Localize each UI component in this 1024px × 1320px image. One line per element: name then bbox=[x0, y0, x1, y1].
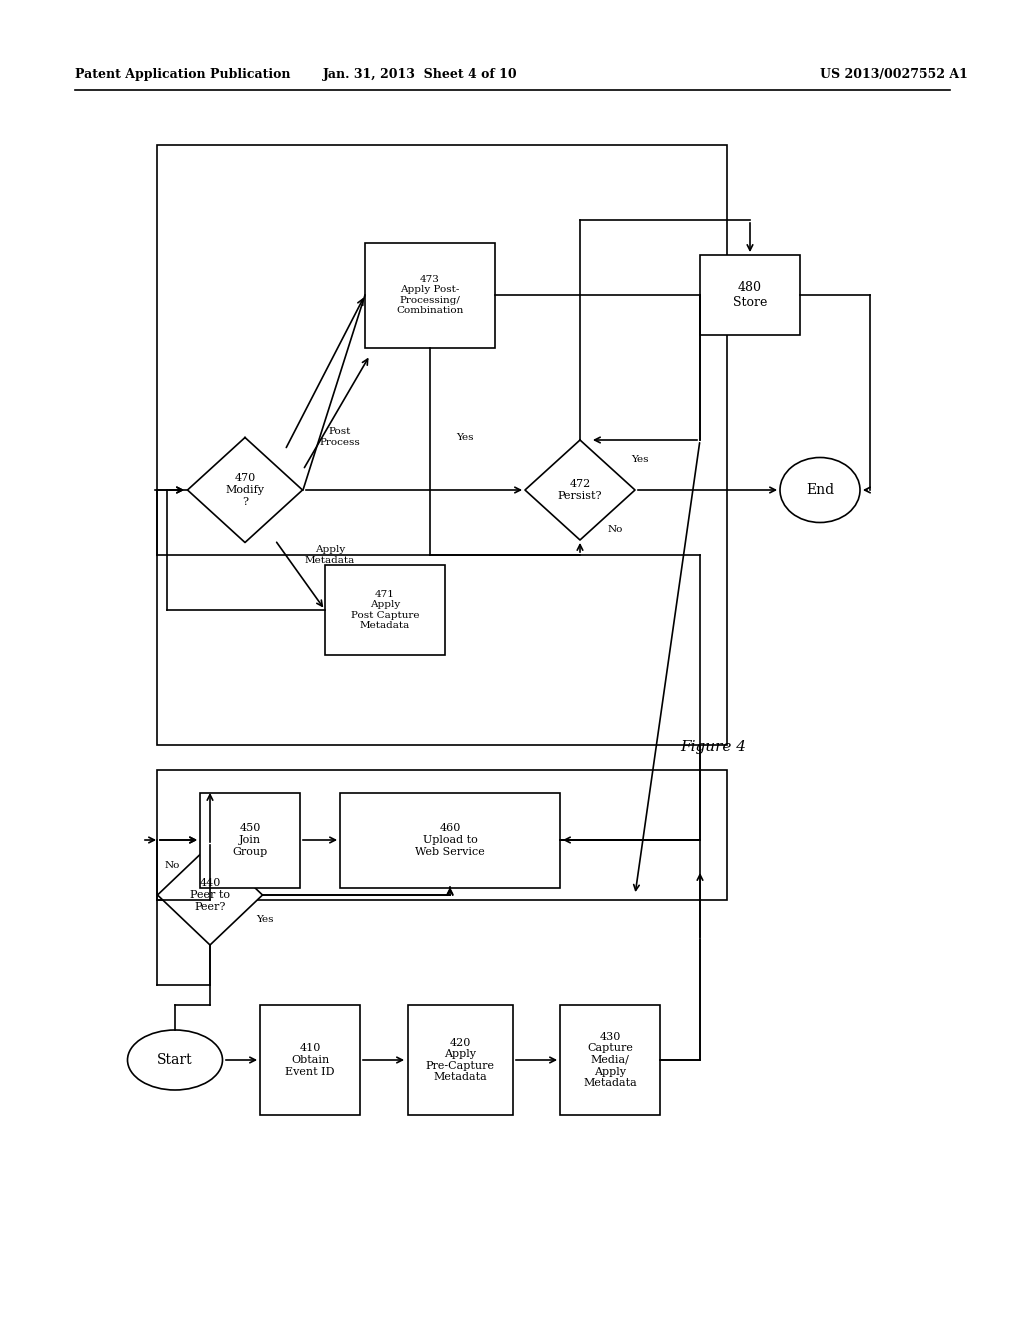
Text: 460
Upload to
Web Service: 460 Upload to Web Service bbox=[415, 824, 485, 857]
Text: Patent Application Publication: Patent Application Publication bbox=[75, 69, 291, 81]
Bar bbox=[560, 1005, 660, 1115]
Text: Post
Process: Post Process bbox=[319, 428, 360, 446]
Text: No: No bbox=[607, 525, 623, 535]
Bar bbox=[340, 792, 560, 887]
Bar bbox=[325, 565, 445, 655]
Text: Figure 4: Figure 4 bbox=[680, 741, 746, 754]
Bar bbox=[260, 1005, 360, 1115]
Bar bbox=[700, 255, 800, 335]
Bar bbox=[408, 1005, 512, 1115]
Text: 480
Store: 480 Store bbox=[733, 281, 767, 309]
Ellipse shape bbox=[780, 458, 860, 523]
Polygon shape bbox=[525, 440, 635, 540]
Polygon shape bbox=[158, 845, 262, 945]
Text: 450
Join
Group: 450 Join Group bbox=[232, 824, 267, 857]
Text: US 2013/0027552 A1: US 2013/0027552 A1 bbox=[820, 69, 968, 81]
Polygon shape bbox=[187, 437, 302, 543]
Bar bbox=[157, 145, 727, 744]
Text: End: End bbox=[806, 483, 835, 498]
Text: Start: Start bbox=[158, 1053, 193, 1067]
Text: 440
Peer to
Peer?: 440 Peer to Peer? bbox=[190, 878, 230, 912]
Bar bbox=[200, 792, 300, 887]
Text: 470
Modify
?: 470 Modify ? bbox=[225, 474, 264, 507]
Text: Yes: Yes bbox=[631, 455, 649, 465]
Ellipse shape bbox=[128, 1030, 222, 1090]
Text: Yes: Yes bbox=[256, 916, 273, 924]
Text: 430
Capture
Media/
Apply
Metadata: 430 Capture Media/ Apply Metadata bbox=[583, 1032, 637, 1088]
Text: Jan. 31, 2013  Sheet 4 of 10: Jan. 31, 2013 Sheet 4 of 10 bbox=[323, 69, 517, 81]
Text: 420
Apply
Pre-Capture
Metadata: 420 Apply Pre-Capture Metadata bbox=[426, 1038, 495, 1082]
Text: Apply
Metadata: Apply Metadata bbox=[305, 545, 355, 565]
Text: Yes: Yes bbox=[457, 433, 474, 442]
Text: No: No bbox=[164, 861, 179, 870]
Bar bbox=[157, 770, 727, 900]
Bar bbox=[365, 243, 495, 347]
Text: 472
Persist?: 472 Persist? bbox=[558, 479, 602, 500]
Text: 471
Apply
Post Capture
Metadata: 471 Apply Post Capture Metadata bbox=[351, 590, 419, 630]
Text: 473
Apply Post-
Processing/
Combination: 473 Apply Post- Processing/ Combination bbox=[396, 275, 464, 315]
Text: 410
Obtain
Event ID: 410 Obtain Event ID bbox=[286, 1043, 335, 1077]
